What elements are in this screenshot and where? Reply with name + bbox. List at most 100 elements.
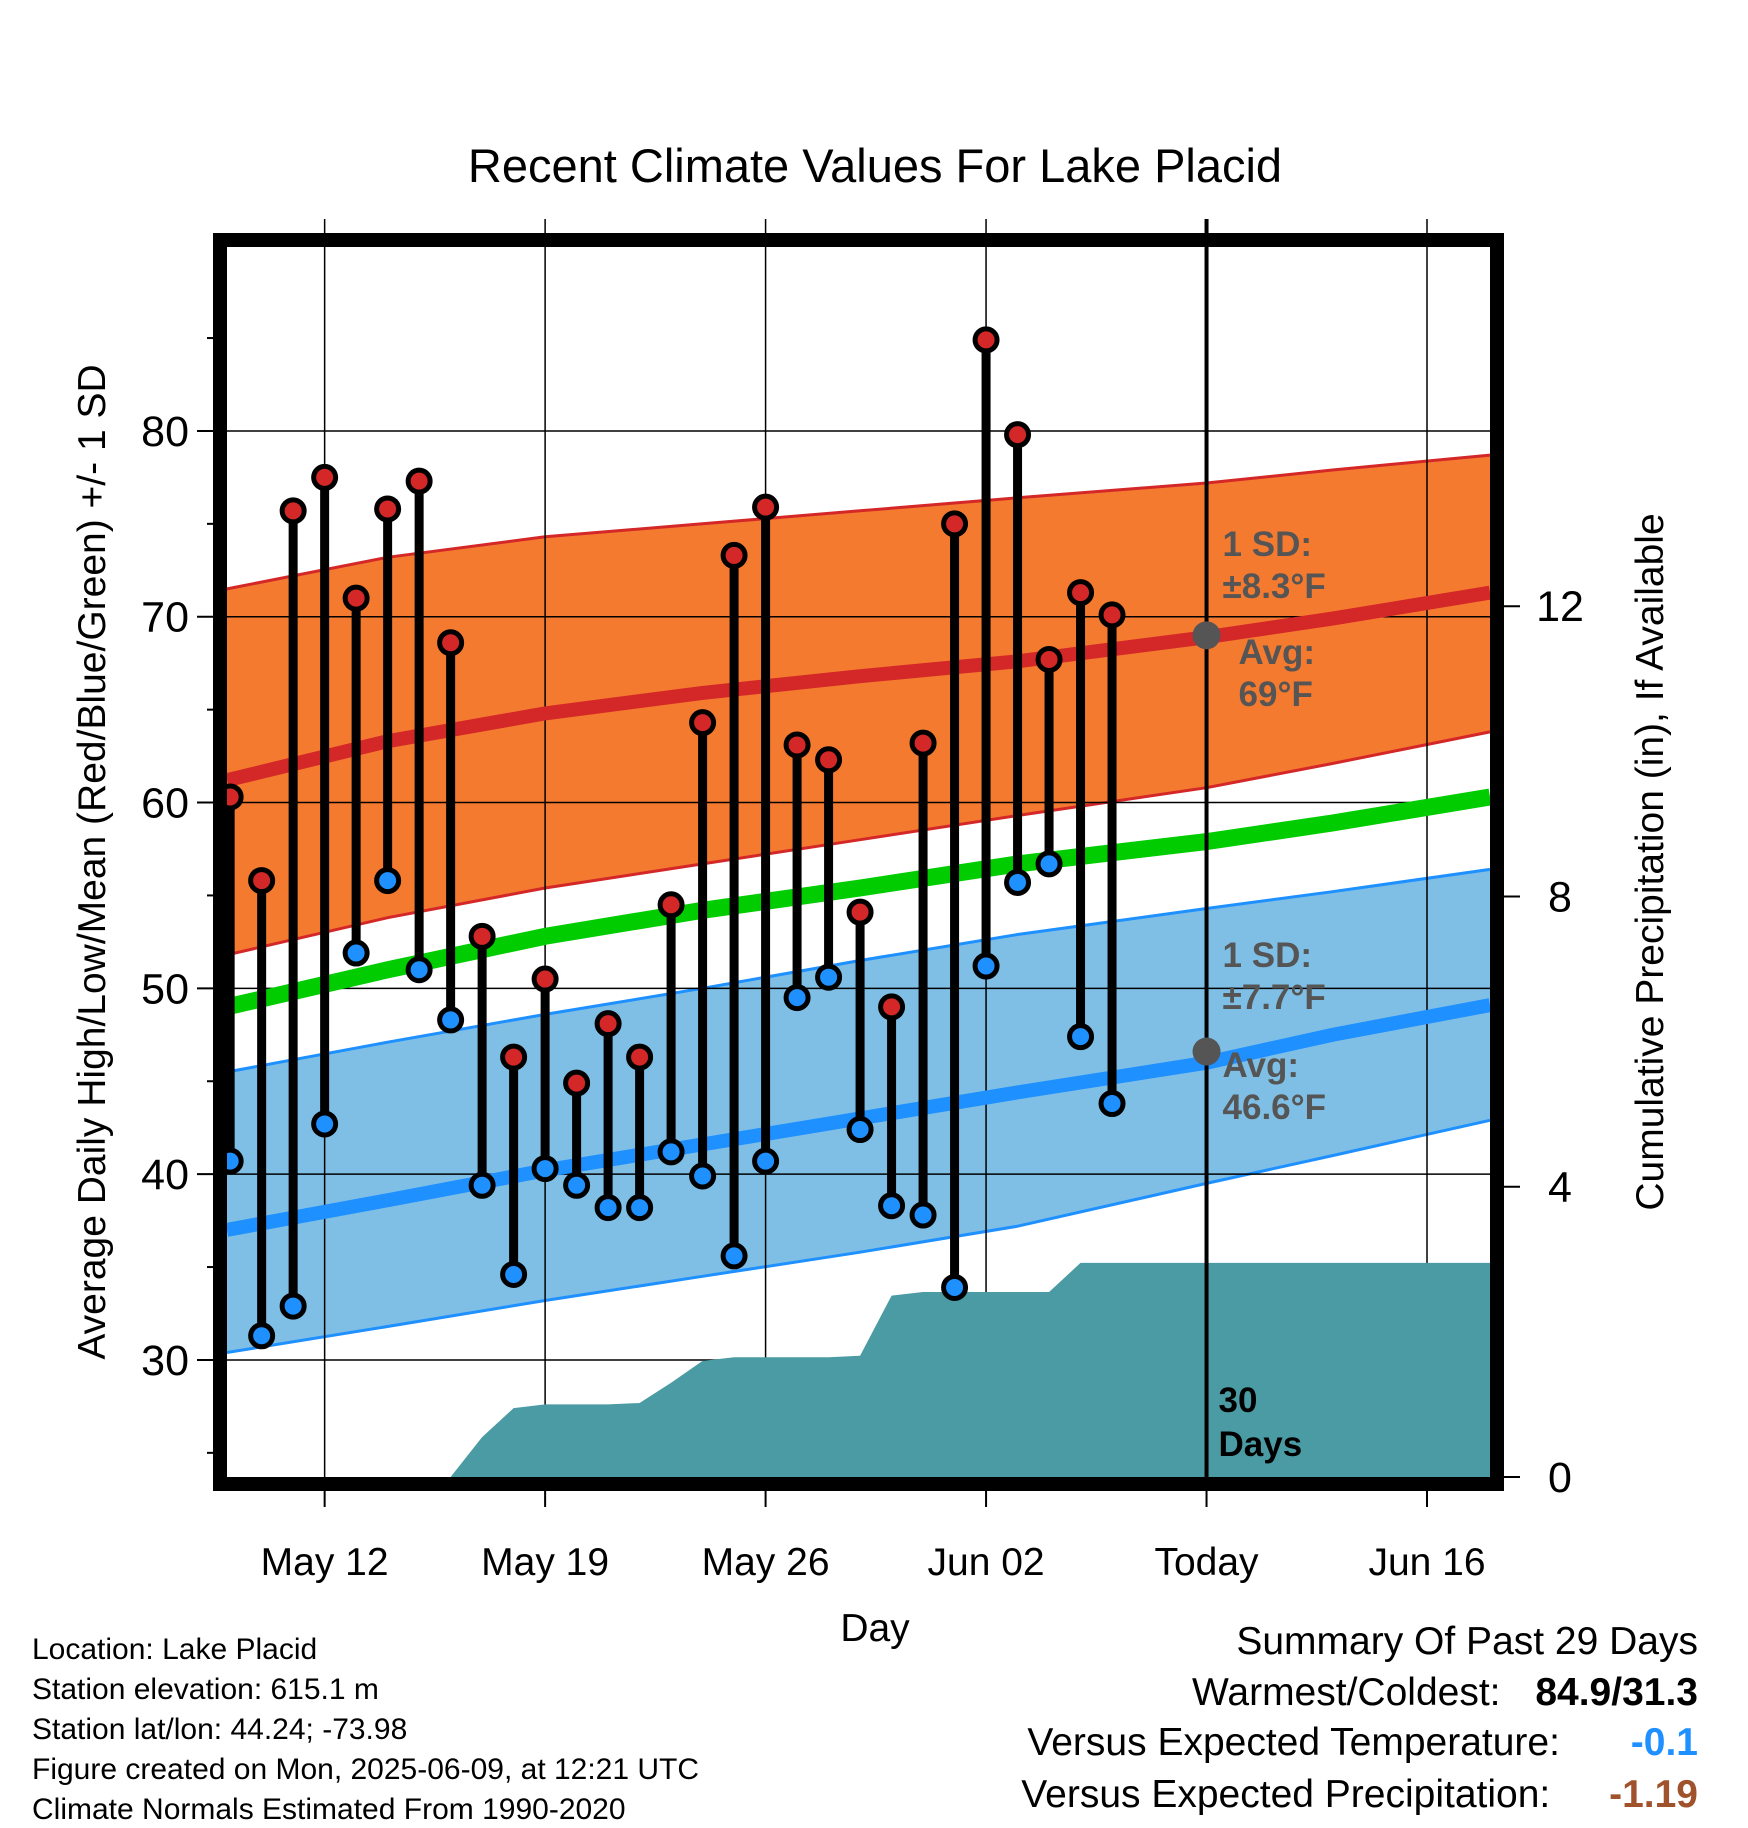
normal-high-line [225, 585, 1492, 788]
low-point [1004, 868, 1032, 896]
low-avg-marker [1192, 1037, 1221, 1066]
summary-warm-cold-label: Warmest/Coldest: [1192, 1671, 1501, 1714]
low-point [468, 1171, 496, 1199]
x-tick-label: May 19 [481, 1541, 609, 1584]
plot-frame [213, 233, 1504, 1491]
low-point [279, 1292, 307, 1320]
y2-tick-label: 0 [1548, 1454, 1572, 1502]
high-point [783, 731, 811, 759]
low-point [689, 1162, 717, 1190]
y-tick-label: 60 [141, 780, 189, 828]
y-axis-label: Average Daily High/Low/Mean (Red/Blue/Gr… [71, 364, 114, 1359]
high-point [815, 746, 843, 774]
high-point [1098, 601, 1126, 629]
chart-title: Recent Climate Values For Lake Placid [468, 139, 1282, 192]
low-point [909, 1201, 937, 1229]
info-elevation: Station elevation: 615.1 m [32, 1673, 379, 1706]
summary-precip-label: Versus Expected Precipitation: [1021, 1773, 1551, 1816]
high-point [405, 467, 433, 495]
high-point [500, 1043, 528, 1071]
today-days-label-line: 30 [1219, 1381, 1258, 1420]
high-point [972, 326, 1000, 354]
high-point [941, 510, 969, 538]
low-point [1098, 1090, 1126, 1118]
low-sd-annotation-line-2: ±7.7°F [1223, 978, 1326, 1017]
high-point [1004, 421, 1032, 449]
low-point [815, 963, 843, 991]
high-avg-annotation-line-1: Avg: [1239, 633, 1315, 672]
low-point [405, 956, 433, 984]
low-point [1035, 850, 1063, 878]
high-point [626, 1043, 654, 1071]
high-sd-upper-edge [226, 453, 1491, 591]
low-point [563, 1171, 591, 1199]
low-point [972, 952, 1000, 980]
high-point [657, 891, 685, 919]
high-point [1067, 579, 1095, 607]
summary-temp-value: -0.1 [1630, 1721, 1698, 1764]
x-axis-label: Day [840, 1607, 910, 1650]
summary-temp-label: Versus Expected Temperature: [1027, 1721, 1560, 1764]
high-point [468, 922, 496, 950]
low-point [941, 1273, 969, 1301]
high-point [752, 493, 780, 521]
high-point [689, 709, 717, 737]
low-point [720, 1242, 748, 1270]
high-point [563, 1069, 591, 1097]
low-point [1067, 1023, 1095, 1051]
high-point [437, 629, 465, 657]
low-point [626, 1194, 654, 1222]
summary-precip: Versus Expected Precipitation: -1.19 [1021, 1773, 1698, 1817]
high-sd-band [227, 455, 1490, 955]
low-point [531, 1155, 559, 1183]
low-sd-lower-edge [226, 1118, 1491, 1354]
summary-title-text: Summary Of Past 29 Days [1236, 1620, 1698, 1663]
low-point [594, 1194, 622, 1222]
x-tick-label: May 12 [261, 1541, 389, 1584]
high-point [878, 993, 906, 1021]
high-point [909, 729, 937, 757]
high-sd-annotation-line-2: ±8.3°F [1223, 567, 1326, 606]
low-point [311, 1110, 339, 1138]
summary-warm-cold: Warmest/Coldest: 84.9/31.3 [1192, 1671, 1698, 1715]
info-latlon: Station lat/lon: 44.24; -73.98 [32, 1713, 408, 1746]
high-point [374, 495, 402, 523]
high-point [594, 1010, 622, 1038]
low-point [878, 1192, 906, 1220]
high-sd-annotation-line-1: 1 SD: [1223, 525, 1312, 564]
y-tick-label: 40 [141, 1151, 189, 1199]
low-avg-annotation-line-2: 46.6°F [1223, 1088, 1327, 1127]
summary-temp: Versus Expected Temperature: -0.1 [1027, 1721, 1698, 1765]
summary-warm-cold-value: 84.9/31.3 [1535, 1671, 1698, 1714]
summary-precip-value: -1.19 [1609, 1773, 1698, 1816]
high-point [1035, 645, 1063, 673]
today-days-label-line: Days [1219, 1425, 1303, 1464]
summary-title: Summary Of Past 29 Days [1236, 1620, 1698, 1664]
today-days-label: 30 Days [1219, 1381, 1303, 1464]
low-point [437, 1006, 465, 1034]
precip-area [450, 1262, 1491, 1477]
info-location: Location: Lake Placid [32, 1633, 318, 1666]
high-point [531, 965, 559, 993]
low-point [248, 1322, 276, 1350]
x-tick-label: Jun 16 [1368, 1541, 1485, 1584]
y2-tick-label: 4 [1548, 1164, 1572, 1212]
x-tick-label: Jun 02 [928, 1541, 1045, 1584]
info-normals: Climate Normals Estimated From 1990-2020 [32, 1793, 626, 1826]
high-point [720, 541, 748, 569]
y2-tick-label: 12 [1536, 583, 1584, 631]
y-tick-label: 30 [141, 1337, 189, 1385]
high-point [279, 497, 307, 525]
y2-axis-label: Cumulative Precipitation (in), If Availa… [1629, 513, 1672, 1210]
low-avg-annotation: Avg: 46.6°F [1223, 1046, 1327, 1127]
low-point [752, 1147, 780, 1175]
high-point [846, 898, 874, 926]
y-tick-label: 70 [141, 594, 189, 642]
x-tick-label: Today [1154, 1541, 1259, 1584]
normal-mean-line [225, 788, 1492, 1016]
low-sd-annotation-line-1: 1 SD: [1223, 936, 1312, 975]
low-point [846, 1116, 874, 1144]
low-sd-annotation: 1 SD: ±7.7°F [1223, 936, 1326, 1017]
high-point [248, 867, 276, 895]
